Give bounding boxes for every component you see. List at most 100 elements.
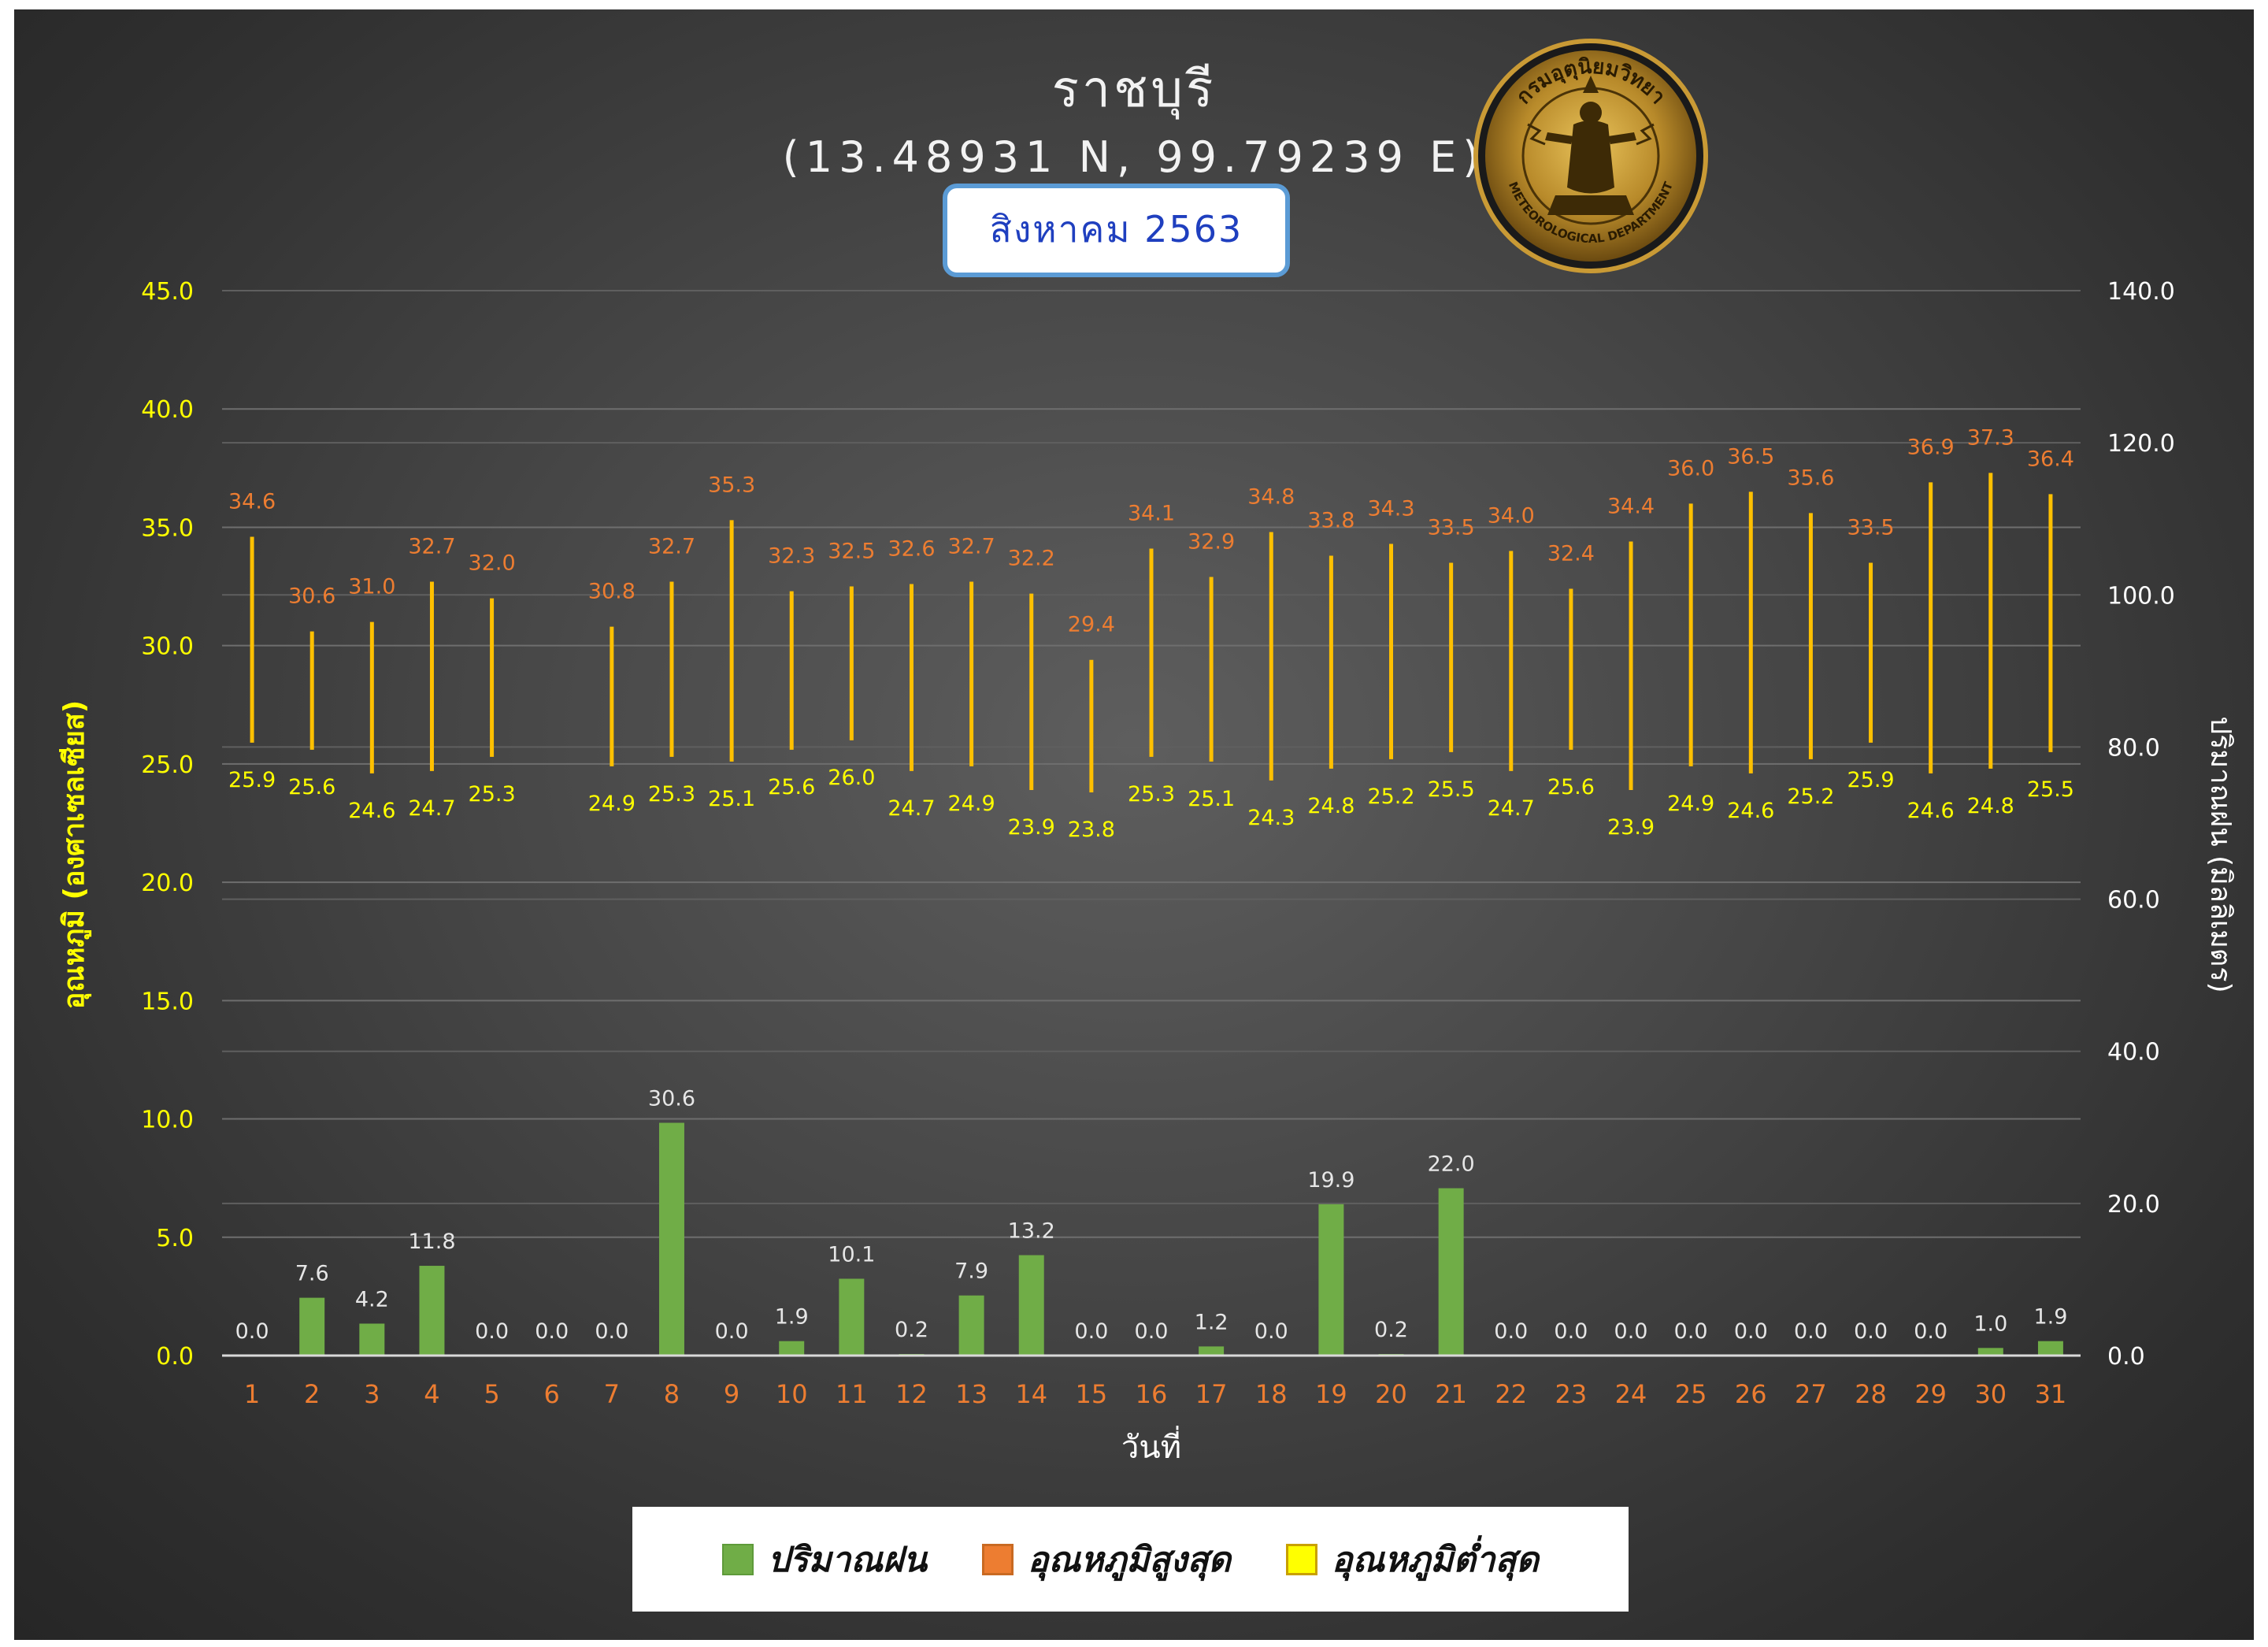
- legend-item-max: อุณหภูมิสูงสุด: [981, 1532, 1231, 1587]
- min-temp-label: 25.5: [2027, 777, 2074, 802]
- x-tick-label: 20: [1375, 1379, 1407, 1409]
- rain-bar: [2037, 1341, 2063, 1356]
- rain-data-label: 7.9: [954, 1259, 988, 1284]
- max-temp-label: 34.1: [1128, 501, 1175, 525]
- min-temp-label: 24.7: [888, 796, 935, 821]
- max-temp-label: 30.8: [588, 580, 636, 604]
- chart-title: ราชบุรี: [1051, 61, 1217, 119]
- chart-background: [14, 9, 2254, 1640]
- rain-data-label: 0.0: [715, 1319, 749, 1344]
- x-tick-label: 30: [1974, 1379, 2007, 1409]
- left-tick-label: 10.0: [141, 1107, 194, 1134]
- x-tick-label: 10: [776, 1379, 808, 1409]
- min-temp-label: 24.6: [1727, 799, 1774, 823]
- x-tick-label: 16: [1136, 1379, 1168, 1409]
- x-tick-label: 8: [664, 1379, 680, 1409]
- min-temp-label: 24.9: [1667, 792, 1714, 816]
- max-temp-label: 32.7: [408, 535, 455, 559]
- min-temp-label: 25.6: [288, 775, 335, 799]
- max-temp-label: 34.8: [1247, 484, 1295, 509]
- right-tick-label: 100.0: [2107, 582, 2175, 610]
- min-temp-label: 25.3: [1128, 782, 1175, 807]
- max-temp-label: 36.5: [1727, 444, 1774, 469]
- left-tick-label: 5.0: [156, 1225, 194, 1252]
- rain-data-label: 4.2: [355, 1287, 389, 1311]
- rain-data-label: 0.0: [1074, 1319, 1108, 1344]
- min-temp-label: 23.8: [1068, 818, 1115, 842]
- rain-data-label: 0.0: [1494, 1319, 1528, 1344]
- max-temp-label: 32.5: [828, 540, 875, 564]
- rain-data-label: 1.9: [775, 1305, 809, 1330]
- rain-data-label: 0.2: [1374, 1318, 1408, 1342]
- min-temp-label: 24.9: [588, 792, 636, 816]
- min-temp-label: 25.1: [708, 787, 755, 811]
- rain-data-label: 0.0: [475, 1319, 509, 1344]
- x-tick-label: 21: [1435, 1379, 1467, 1409]
- rain-bar: [419, 1266, 445, 1356]
- x-tick-label: 2: [304, 1379, 320, 1409]
- rain-bar: [839, 1278, 865, 1356]
- rain-bar: [1318, 1204, 1344, 1356]
- min-temp-label: 25.2: [1367, 785, 1414, 809]
- min-temp-label: 25.5: [1428, 777, 1475, 802]
- x-tick-label: 5: [484, 1379, 499, 1409]
- rain-bar: [299, 1297, 325, 1356]
- rain-data-label: 0.0: [1135, 1319, 1169, 1344]
- rain-data-label: 22.0: [1428, 1152, 1475, 1177]
- rain-data-label: 1.0: [1973, 1311, 2007, 1336]
- min-temp-label: 24.8: [1307, 794, 1354, 818]
- rain-data-label: 1.2: [1195, 1310, 1228, 1334]
- max-temp-label: 34.4: [1607, 494, 1655, 518]
- x-tick-label: 22: [1495, 1379, 1527, 1409]
- max-temp-label: 29.4: [1068, 613, 1115, 637]
- right-tick-label: 120.0: [2107, 430, 2175, 458]
- max-temp-label: 33.8: [1307, 508, 1354, 532]
- chart-legend: ปริมาณฝน อุณหภูมิสูงสุด อุณหภูมิต่ำสุด: [632, 1507, 1629, 1612]
- rain-bar: [958, 1295, 984, 1356]
- rain-data-label: 10.1: [828, 1242, 875, 1267]
- x-tick-label: 19: [1315, 1379, 1347, 1409]
- max-temp-label: 33.5: [1847, 516, 1894, 540]
- rain-data-label: 0.0: [1674, 1319, 1708, 1344]
- rain-data-label: 0.0: [1734, 1319, 1768, 1344]
- gridlines: [222, 290, 2081, 1356]
- x-tick-label: 28: [1855, 1379, 1887, 1409]
- x-tick-label: 12: [895, 1379, 928, 1409]
- max-temp-label: 31.0: [348, 575, 395, 599]
- x-tick-label: 15: [1076, 1379, 1108, 1409]
- x-tick-label: 13: [955, 1379, 988, 1409]
- station-coordinates: (13.48931 N, 99.79239 E): [782, 132, 1486, 182]
- max-temp-label: 36.0: [1667, 456, 1714, 480]
- legend-item-min: อุณหภูมิต่ำสุด: [1286, 1532, 1539, 1587]
- x-tick-label: 18: [1255, 1379, 1288, 1409]
- temperature-range-lines: [250, 473, 2053, 792]
- max-temp-label: 35.6: [1787, 466, 1834, 490]
- min-temp-label: 25.3: [469, 782, 516, 807]
- right-tick-label: 140.0: [2107, 278, 2175, 306]
- x-tick-label: 26: [1735, 1379, 1767, 1409]
- x-tick-label: 7: [604, 1379, 620, 1409]
- rain-data-label: 1.9: [2033, 1305, 2067, 1330]
- right-tick-label: 40.0: [2107, 1039, 2160, 1066]
- rain-data-label: 19.9: [1307, 1168, 1354, 1193]
- data-labels: 0.0 7.6 4.2 11.8 0.0 0.0 0.0 30.6 0.0 1.9 10.1 0.2 7…: [228, 425, 2074, 1344]
- y-axis-title-right: ปริมาณฝน (มิลลิเมตร): [2204, 716, 2236, 992]
- max-temp-label: 35.3: [708, 473, 755, 497]
- rain-data-label: 0.2: [895, 1318, 928, 1342]
- right-tick-label: 20.0: [2107, 1191, 2160, 1219]
- legend-item-rain: ปริมาณฝน: [722, 1532, 927, 1587]
- min-temp-label: 24.7: [408, 796, 455, 821]
- min-temp-label: 24.6: [1907, 799, 1955, 823]
- left-tick-label: 0.0: [156, 1343, 194, 1371]
- max-temp-label: 32.7: [948, 535, 995, 559]
- rain-data-label: 0.0: [235, 1319, 269, 1344]
- max-temp-label: 32.6: [888, 537, 935, 562]
- max-temp-label: 37.3: [1967, 425, 2014, 450]
- legend-label-min: อุณหภูมิต่ำสุด: [1332, 1539, 1539, 1580]
- rain-data-label: 0.0: [1554, 1319, 1588, 1344]
- max-temp-label: 34.0: [1488, 503, 1535, 528]
- min-temp-label: 25.2: [1787, 785, 1834, 809]
- left-tick-label: 40.0: [141, 396, 194, 424]
- min-temp-label: 25.1: [1188, 787, 1235, 811]
- rain-data-label: 11.8: [408, 1230, 455, 1254]
